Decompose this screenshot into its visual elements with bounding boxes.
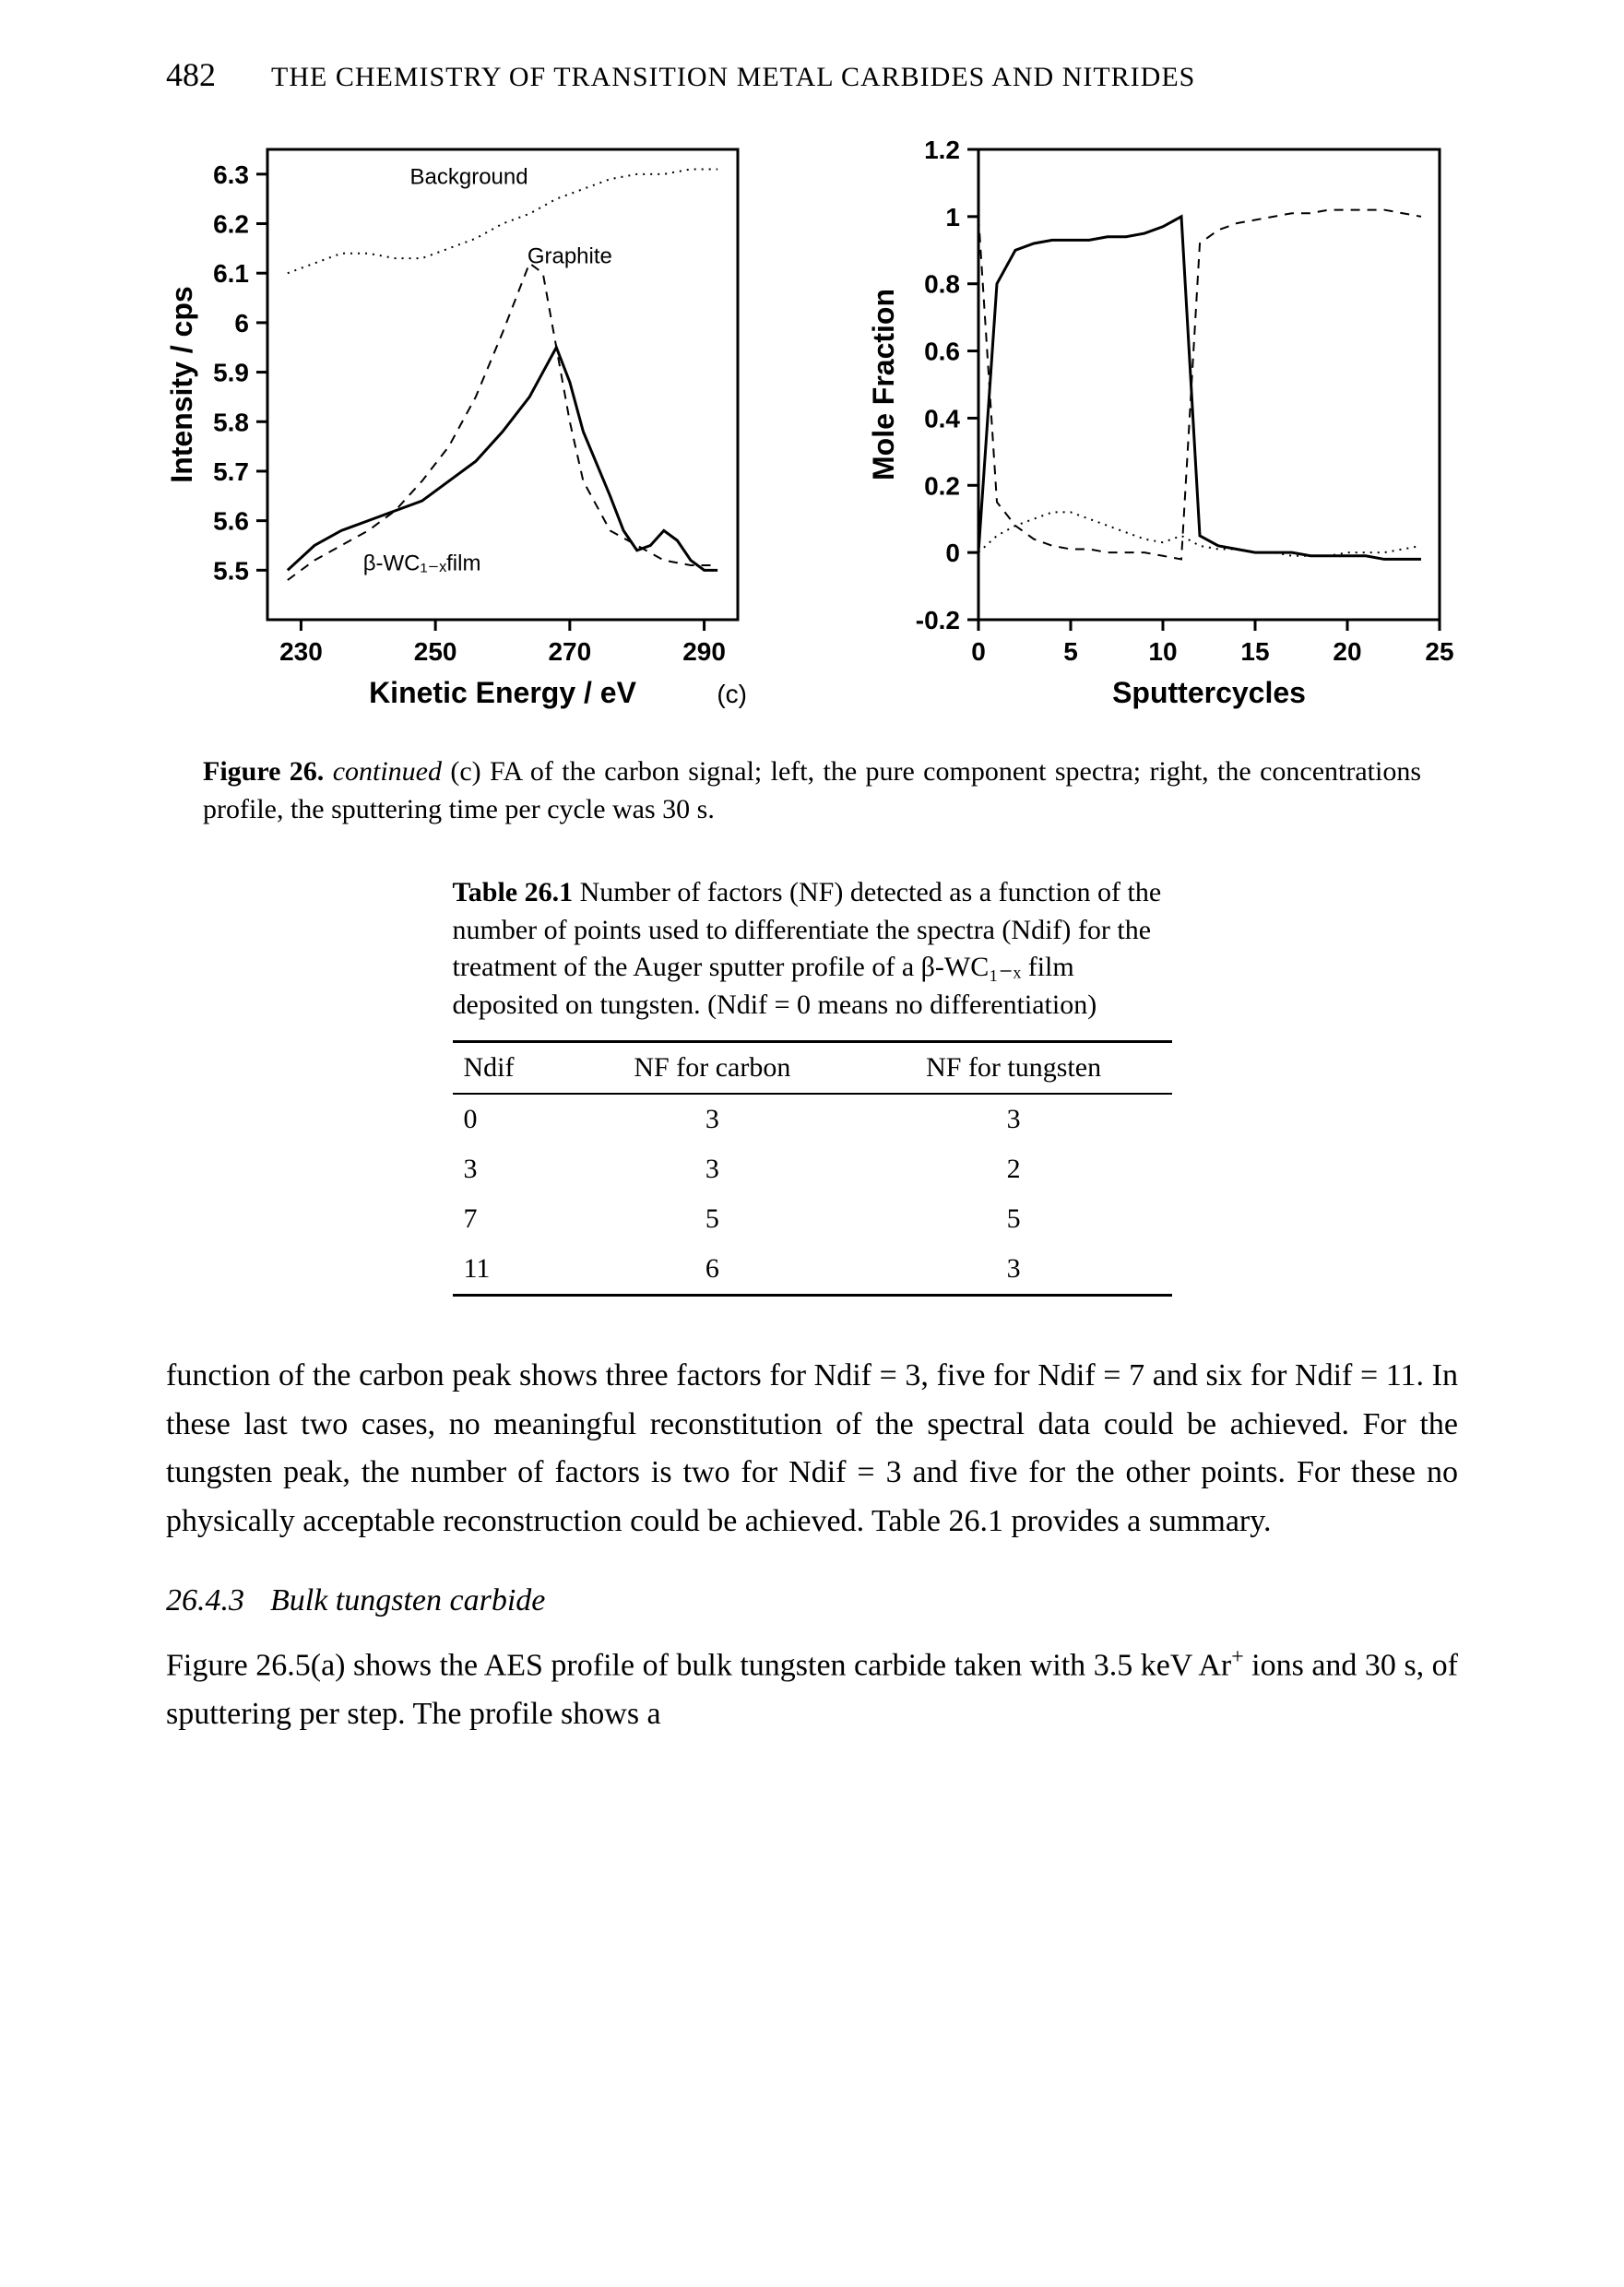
table-cell: 5 bbox=[569, 1194, 856, 1244]
body-paragraph-2: Figure 26.5(a) shows the AES profile of … bbox=[166, 1641, 1458, 1739]
svg-text:-0.2: -0.2 bbox=[916, 606, 960, 634]
svg-text:6.1: 6.1 bbox=[213, 259, 249, 288]
table-cell: 7 bbox=[453, 1194, 570, 1244]
svg-text:0.8: 0.8 bbox=[924, 270, 960, 299]
svg-text:0.2: 0.2 bbox=[924, 471, 960, 500]
svg-text:0.4: 0.4 bbox=[924, 404, 960, 433]
table-26-1-block: Table 26.1 Number of factors (NF) detect… bbox=[453, 874, 1172, 1297]
svg-text:Sputtercycles: Sputtercycles bbox=[1112, 676, 1306, 709]
table-label: Table 26.1 bbox=[453, 877, 574, 907]
svg-text:Intensity / cps: Intensity / cps bbox=[166, 286, 198, 482]
table-row: 755 bbox=[453, 1194, 1172, 1244]
svg-text:10: 10 bbox=[1148, 637, 1177, 666]
svg-text:(c): (c) bbox=[717, 680, 747, 708]
svg-text:230: 230 bbox=[279, 637, 323, 666]
table-cell: 0 bbox=[453, 1094, 570, 1144]
subsection-number: 26.4.3 bbox=[166, 1583, 244, 1618]
table-cell: 3 bbox=[569, 1094, 856, 1144]
svg-text:6: 6 bbox=[234, 309, 249, 338]
svg-text:5.9: 5.9 bbox=[213, 359, 249, 387]
table-header-row: Ndif NF for carbon NF for tungsten bbox=[453, 1042, 1172, 1095]
table-row: 1163 bbox=[453, 1244, 1172, 1296]
p2-sup: + bbox=[1231, 1645, 1243, 1669]
table-row: 332 bbox=[453, 1144, 1172, 1194]
figure-26-row: 2302502702905.55.65.75.85.966.16.26.3Kin… bbox=[166, 131, 1458, 726]
p2-pre: Figure 26.5(a) shows the AES profile of … bbox=[166, 1648, 1231, 1682]
svg-text:Mole Fraction: Mole Fraction bbox=[868, 289, 900, 480]
svg-text:β-WC₁₋ₓfilm: β-WC₁₋ₓfilm bbox=[363, 551, 481, 575]
table-cell: 5 bbox=[856, 1194, 1172, 1244]
chart-intensity-vs-energy: 230 250 270 290 5.5 5.6 5.7 5.8 5.9 6 6.1 6.2 6.3 Kin… bbox=[166, 131, 756, 721]
page: 482 THE CHEMISTRY OF TRANSITION METAL CA… bbox=[0, 0, 1624, 1886]
svg-text:1.2: 1.2 bbox=[924, 136, 960, 164]
table-26-1-caption: Table 26.1 Number of factors (NF) detect… bbox=[453, 874, 1172, 1024]
table-cell: 3 bbox=[569, 1144, 856, 1194]
table-cell: 3 bbox=[856, 1094, 1172, 1144]
svg-text:1: 1 bbox=[945, 203, 960, 231]
figure-caption-continued: continued bbox=[333, 756, 442, 787]
table-cell: 3 bbox=[453, 1144, 570, 1194]
figure-26-caption: Figure 26. continued (c) FA of the carbo… bbox=[203, 753, 1421, 828]
svg-text:20: 20 bbox=[1333, 637, 1361, 666]
svg-text:6.2: 6.2 bbox=[213, 210, 249, 239]
svg-text:0: 0 bbox=[945, 539, 960, 567]
table-col-nf-tungsten: NF for tungsten bbox=[856, 1042, 1172, 1095]
svg-text:250: 250 bbox=[414, 637, 457, 666]
table-cell: 11 bbox=[453, 1244, 570, 1296]
svg-text:Graphite: Graphite bbox=[528, 243, 612, 268]
table-cell: 6 bbox=[569, 1244, 856, 1296]
subsection-title: Bulk tungsten carbide bbox=[270, 1583, 545, 1617]
svg-text:0.6: 0.6 bbox=[924, 338, 960, 366]
svg-text:Kinetic Energy / eV: Kinetic Energy / eV bbox=[369, 676, 637, 709]
svg-text:5.6: 5.6 bbox=[213, 507, 249, 536]
table-body: 0333327551163 bbox=[453, 1094, 1172, 1296]
page-header: 482 THE CHEMISTRY OF TRANSITION METAL CA… bbox=[166, 55, 1458, 94]
table-col-nf-carbon: NF for carbon bbox=[569, 1042, 856, 1095]
svg-text:5.8: 5.8 bbox=[213, 408, 249, 436]
table-cell: 2 bbox=[856, 1144, 1172, 1194]
svg-text:5: 5 bbox=[1063, 637, 1078, 666]
svg-text:5.5: 5.5 bbox=[213, 556, 249, 585]
table-26-1: Ndif NF for carbon NF for tungsten 03333… bbox=[453, 1040, 1172, 1297]
svg-text:6.3: 6.3 bbox=[213, 160, 249, 189]
body-paragraph-1: function of the carbon peak shows three … bbox=[166, 1352, 1458, 1546]
table-cell: 3 bbox=[856, 1244, 1172, 1296]
figure-label: Figure 26. bbox=[203, 756, 324, 787]
svg-text:15: 15 bbox=[1240, 637, 1269, 666]
svg-text:0: 0 bbox=[971, 637, 986, 666]
chart-molefraction-vs-sputtercycles: 0 5 10 15 20 25 -0.2 0 0.2 0.4 0.6 0.8 1 1.2 Sputtercy… bbox=[868, 131, 1458, 721]
subsection-heading: 26.4.3 Bulk tungsten carbide bbox=[166, 1583, 1458, 1618]
svg-text:Background: Background bbox=[410, 165, 528, 190]
figure-26-right-panel: 0 5 10 15 20 25 -0.2 0 0.2 0.4 0.6 0.8 1 1.2 Sputtercy… bbox=[868, 131, 1458, 726]
svg-text:5.7: 5.7 bbox=[213, 457, 249, 486]
table-row: 033 bbox=[453, 1094, 1172, 1144]
page-number: 482 bbox=[166, 55, 216, 94]
figure-26-left-panel: 230 250 270 290 5.5 5.6 5.7 5.8 5.9 6 6.1 6.2 6.3 Kin… bbox=[166, 131, 756, 726]
running-head: THE CHEMISTRY OF TRANSITION METAL CARBID… bbox=[271, 62, 1195, 93]
table-col-ndif: Ndif bbox=[453, 1042, 570, 1095]
svg-text:25: 25 bbox=[1425, 637, 1453, 666]
svg-text:290: 290 bbox=[682, 637, 726, 666]
svg-text:270: 270 bbox=[548, 637, 591, 666]
